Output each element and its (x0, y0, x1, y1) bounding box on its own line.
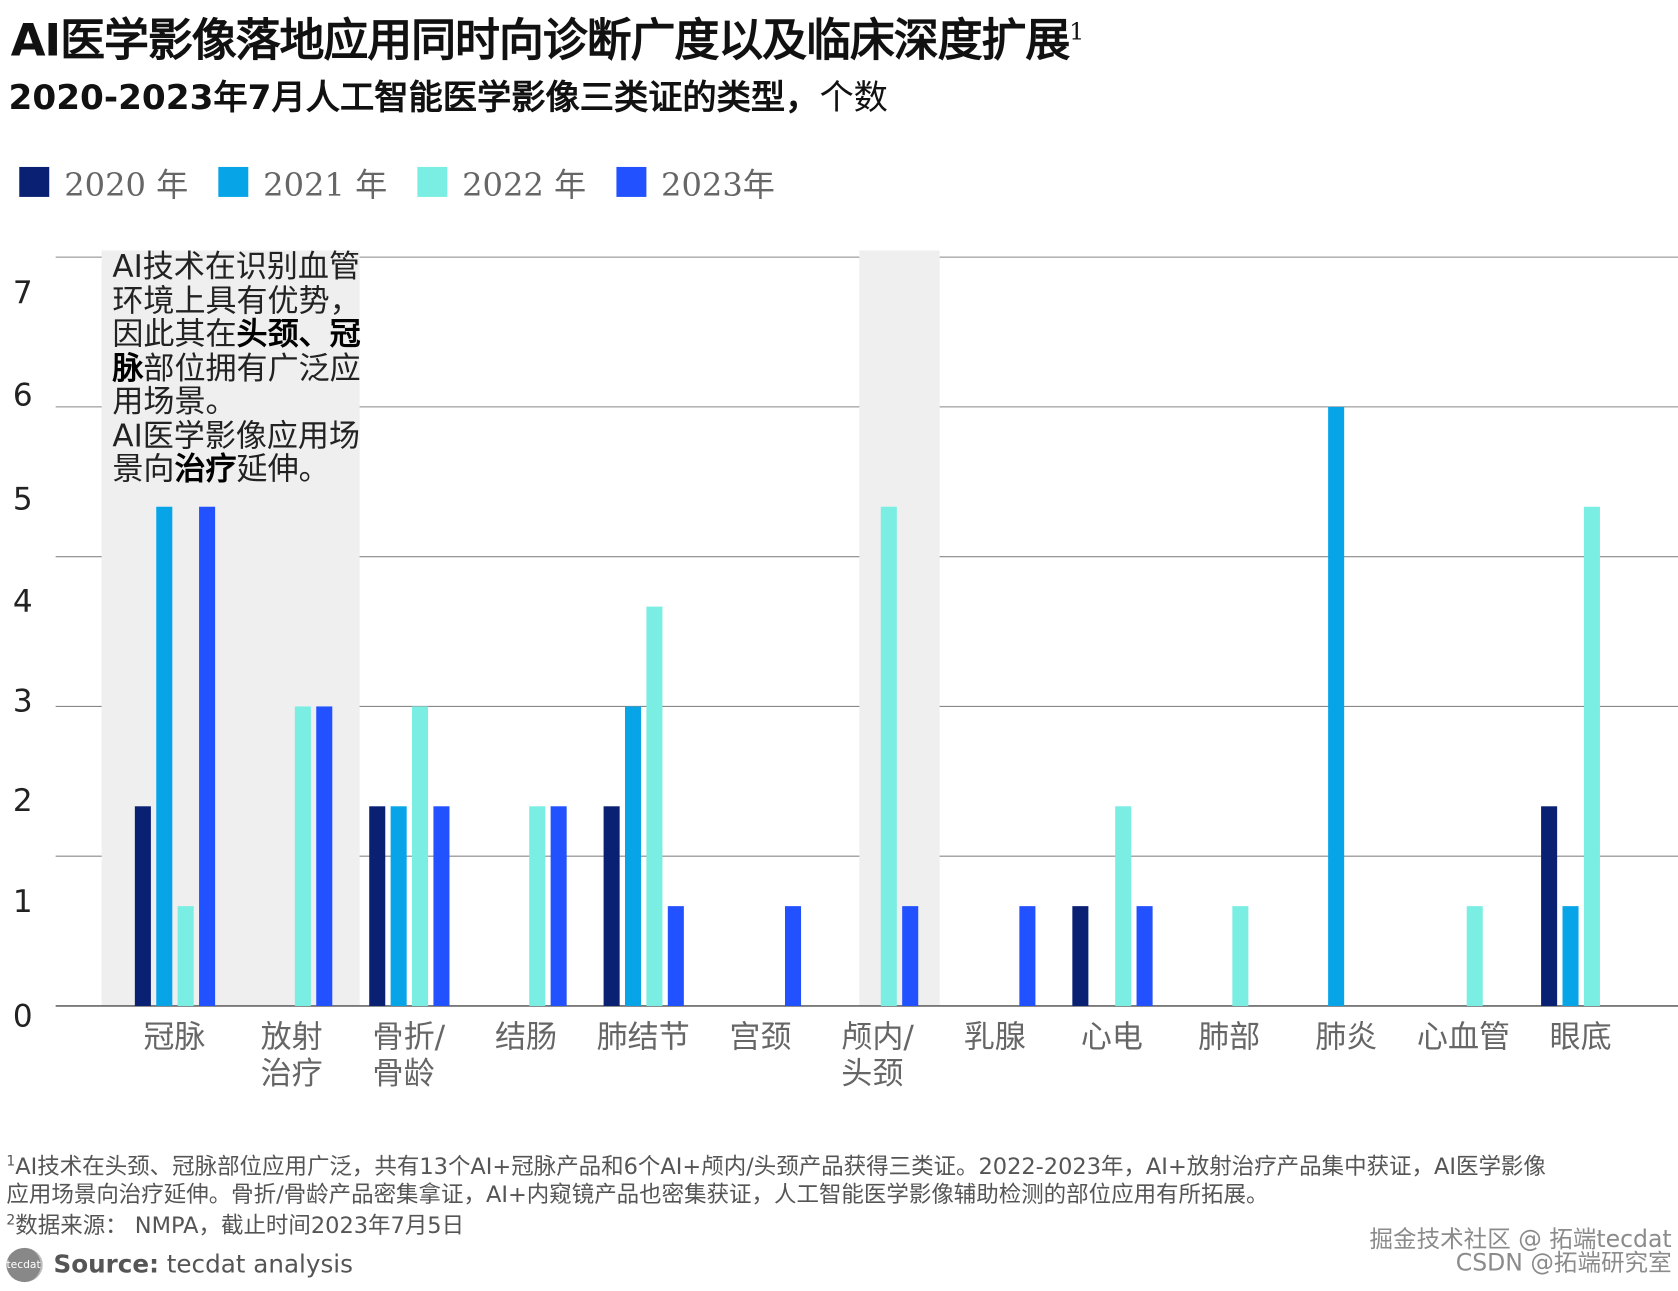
bar-2023年-6 (902, 906, 919, 1006)
bar-2021年-10 (1328, 406, 1345, 1006)
bar-2023年-4 (667, 906, 684, 1006)
title-text: AI医学影像落地应用同时向诊断广度以及临床深度扩展 (10, 13, 1071, 67)
legend-label: 2022 年 (462, 166, 587, 205)
tecdat-logo: tecdat (6, 1247, 43, 1283)
footnote-1-line-2: 应用场景向治疗延伸。骨折/骨龄产品密集拿证，AI+内窥镜产品也密集获证，人工智能… (6, 1181, 1269, 1208)
bar-2023年-0 (199, 506, 216, 1006)
bar-2022年-2 (412, 706, 429, 1006)
subtitle-unit: 个数 (819, 77, 888, 118)
annotation-emphasis: 头颈、冠脉 (112, 315, 361, 386)
bar-2023年-3 (550, 806, 567, 1006)
y-tick-label: 1 (12, 882, 33, 919)
page-title: AI医学影像落地应用同时向诊断广度以及临床深度扩展1 (10, 4, 1085, 69)
footnote-1: 1AI技术在头颈、冠脉部位应用广泛，共有13个AI+冠脉产品和6个AI+颅内/头… (6, 1149, 1545, 1181)
footnote-marker: 2 (6, 1212, 16, 1229)
legend-label: 2023年 (661, 166, 775, 205)
legend-label: 2020 年 (64, 166, 189, 205)
x-tick-label: 结肠 (494, 1018, 558, 1056)
title-footnote-marker: 1 (1069, 19, 1084, 47)
bar-2022年-4 (646, 606, 663, 1006)
x-tick-label: 冠脉 (143, 1018, 206, 1056)
x-tick-label: 宫颈 (729, 1018, 792, 1056)
bar-2023年-5 (784, 906, 802, 1006)
footnote-1-line-1: AI技术在头颈、冠脉部位应用广泛，共有13个AI+冠脉产品和6个AI+颅内/头颈… (15, 1153, 1546, 1180)
source-line: tecdat Source: tecdat analysis (6, 1247, 353, 1283)
source-label: Source: (53, 1251, 159, 1279)
legend-label: 2021 年 (263, 166, 388, 205)
legend: 2020 年 2021 年 2022 年 2023年 (19, 158, 805, 205)
y-tick-label: 5 (12, 479, 33, 517)
annotation-emphasis: 治疗 (174, 450, 237, 487)
x-tick-label: 肺结节 (596, 1018, 690, 1056)
x-tick-label: 肺炎 (1315, 1018, 1378, 1056)
y-tick-label: 2 (12, 782, 33, 820)
x-tick-label: 眼底 (1549, 1018, 1612, 1056)
y-tick-label: 0 (12, 997, 33, 1034)
bar-2021年-0 (156, 506, 173, 1006)
x-tick-label: 肺部 (1198, 1018, 1261, 1056)
bar-2020年-0 (134, 806, 151, 1006)
bar-2022年-0 (177, 906, 194, 1006)
y-tick-label: 6 (12, 376, 33, 414)
bar-2022年-8 (1115, 806, 1132, 1006)
x-tick-label: 心血管 (1416, 1018, 1511, 1056)
x-tick-label: 放射 治疗 (260, 1018, 323, 1092)
bar-2020年-12 (1541, 806, 1558, 1006)
x-tick-label: 骨折/ 骨龄 (372, 1018, 446, 1092)
legend-item: 2022 年 (417, 158, 586, 205)
legend-item: 2021 年 (218, 158, 387, 205)
highlight-band-cover (859, 252, 940, 1005)
y-tick-label: 7 (12, 273, 33, 311)
footnote-1-cont: 应用场景向治疗延伸。骨折/骨龄产品密集拿证，AI+内窥镜产品也密集获证，人工智能… (6, 1177, 1268, 1209)
subtitle-bold: 2020-2023年7月人工智能医学影像三类证的类型， (8, 77, 820, 118)
footnote-2-text: 数据来源： NMPA，截止时间2023年7月5日 (15, 1212, 465, 1239)
bar-2023年-1 (316, 706, 333, 1006)
y-tick-label: 4 (12, 583, 33, 620)
x-tick-label: 乳腺 (963, 1018, 1026, 1056)
annotation-text: AI技术在识别血管环境上具有优势，因此其在头颈、冠脉部位拥有广泛应用场景。 AI医… (112, 250, 365, 486)
bar-2020年-4 (603, 806, 620, 1006)
bar-2021年-4 (624, 706, 642, 1006)
bar-2021年-12 (1562, 906, 1579, 1006)
x-tick-label: 颅内/ 头颈 (841, 1018, 914, 1092)
bar-2022年-11 (1466, 906, 1483, 1006)
y-tick-label: 3 (12, 682, 33, 720)
bar-2022年-12 (1583, 506, 1600, 1006)
footnote-marker: 1 (6, 1153, 16, 1170)
footnote-2: 2数据来源： NMPA，截止时间2023年7月5日 (6, 1208, 464, 1240)
bar-2023年-7 (1019, 906, 1036, 1006)
legend-item: 2023年 (616, 158, 775, 205)
bar-2022年-1 (294, 706, 311, 1006)
legend-swatch (218, 166, 249, 197)
source-text: tecdat analysis (158, 1251, 353, 1279)
legend-item: 2020 年 (19, 158, 188, 205)
watermark-line-1: 掘金技术社区 @ 拓端tecdat (1369, 1226, 1672, 1254)
annotation-segment: 部位拥有广泛应用场景。 (112, 349, 361, 420)
bar-2020年-8 (1072, 906, 1089, 1006)
bar-2022年-9 (1232, 906, 1249, 1006)
bar-2021年-2 (390, 806, 407, 1006)
watermark-line-2: CSDN @拓端研究室 (1455, 1249, 1672, 1277)
bar-2020年-2 (369, 806, 386, 1006)
chart-subtitle: 2020-2023年7月人工智能医学影像三类证的类型，个数 (9, 71, 888, 120)
annotation-segment: AI技术在识别血管环境上具有优势，因此其在 (112, 248, 361, 353)
legend-swatch (417, 166, 448, 197)
annotation-segment: 延伸。 (236, 450, 330, 487)
bar-2022年-6 (880, 506, 897, 1006)
legend-swatch (19, 166, 50, 197)
bar-2022年-3 (529, 806, 546, 1006)
watermark: 掘金技术社区 @ 拓端tecdat CSDN @拓端研究室 (1369, 1226, 1672, 1277)
x-tick-label: 心电 (1080, 1018, 1143, 1056)
annotation-segment: AI医学影像应用场景向 (112, 416, 361, 487)
bar-2023年-2 (433, 806, 450, 1006)
legend-swatch (616, 166, 647, 197)
bar-2023年-8 (1136, 906, 1153, 1006)
